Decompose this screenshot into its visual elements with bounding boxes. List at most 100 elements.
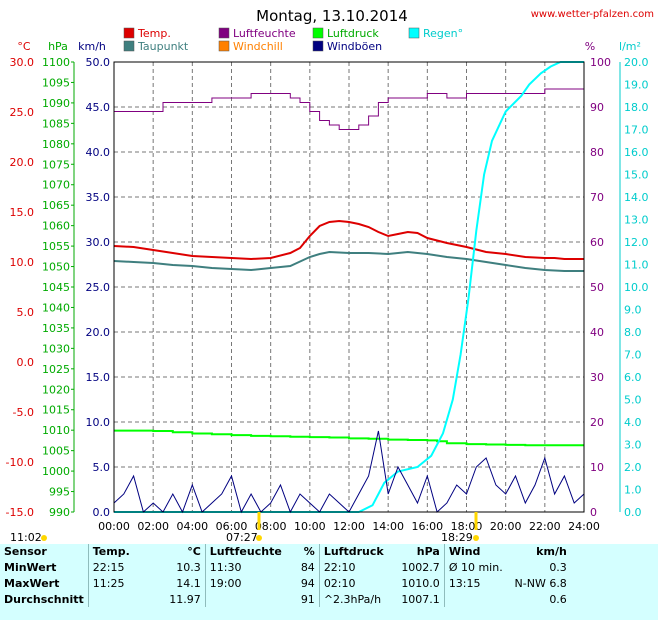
humidity-tick-label: 30	[590, 371, 604, 384]
x-tick-label: 14:00	[372, 520, 404, 533]
pressure-tick-label: 1055	[42, 240, 70, 253]
moon-marker-icon	[41, 535, 47, 541]
rain-tick-label: 13.0	[624, 214, 649, 227]
humidity-axis-unit: %	[585, 40, 595, 53]
x-tick-label: 20:00	[490, 520, 522, 533]
rain-tick-label: 17.0	[624, 124, 649, 137]
humidity-tick-label: 70	[590, 191, 604, 204]
rain-tick-label: 4.0	[624, 416, 642, 429]
stats-temp-value: 11.97	[169, 592, 201, 606]
stats-wind-value: 0.3	[549, 560, 567, 574]
stats-row-label: MaxWert	[4, 576, 60, 590]
temp-tick-label: 20.0	[10, 156, 35, 169]
sunset-time: 18:29	[441, 531, 473, 544]
pressure-tick-label: 990	[49, 506, 70, 519]
stats-header-wind: Wind	[443, 544, 508, 559]
rain-tick-label: 19.0	[624, 79, 649, 92]
stats-press-value: 1007.1	[401, 592, 440, 606]
stats-press-time: 22:10	[318, 559, 396, 575]
stats-header-press-unit: hPa	[416, 545, 440, 558]
rain-tick-label: 11.0	[624, 259, 649, 272]
legend-label: Regen°	[423, 27, 463, 40]
stats-temp-time: 22:15	[87, 559, 157, 575]
stats-hum-time: 19:00	[204, 575, 286, 591]
stats-header-press: Luftdruck	[318, 544, 396, 559]
pressure-tick-label: 1005	[42, 445, 70, 458]
wind-tick-label: 35.0	[86, 191, 111, 204]
chart-title: Montag, 13.10.2014	[256, 7, 408, 25]
stats-temp-value: 10.3	[176, 560, 201, 574]
series-line-regen	[114, 61, 584, 513]
stats-press-value: 1002.7	[401, 560, 440, 574]
stats-temp-value: 14.1	[176, 576, 201, 590]
temp-tick-label: -5.0	[13, 406, 34, 419]
wind-axis-unit: km/h	[78, 40, 106, 53]
x-tick-label: 22:00	[529, 520, 561, 533]
pressure-tick-label: 1080	[42, 138, 70, 151]
pressure-tick-label: 1030	[42, 342, 70, 355]
pressure-tick-label: 1025	[42, 363, 70, 376]
humidity-tick-label: 60	[590, 236, 604, 249]
stats-hum-value: 84	[300, 560, 315, 574]
pressure-tick-label: 1040	[42, 301, 70, 314]
series-line-luftfeuchte	[114, 88, 584, 130]
stats-press-time: ^2.3hPa/h	[318, 591, 396, 607]
stats-wind-time	[443, 591, 508, 607]
legend-swatch	[218, 27, 230, 39]
legend-swatch	[408, 27, 420, 39]
pressure-tick-label: 1060	[42, 220, 70, 233]
stats-temp-time	[87, 591, 157, 607]
pressure-tick-label: 1095	[42, 76, 70, 89]
temp-tick-label: 30.0	[10, 56, 35, 69]
stats-hum-value: 94	[300, 576, 315, 590]
pressure-tick-label: 1050	[42, 261, 70, 274]
humidity-tick-label: 50	[590, 281, 604, 294]
temp-tick-label: -15.0	[6, 506, 34, 519]
stats-row: MaxWert 11:25 14.1 19:00 94 02:10 1010.0…	[0, 575, 571, 591]
sunset-icon	[473, 535, 479, 541]
wind-tick-label: 25.0	[86, 281, 111, 294]
rain-tick-label: 14.0	[624, 191, 649, 204]
legend-swatch	[312, 27, 324, 39]
chart-grid	[114, 62, 584, 512]
stats-table: Sensor Temp. °C Luftfeuchte % Luftdruck …	[0, 544, 571, 607]
humidity-tick-label: 90	[590, 101, 604, 114]
legend-label: Luftdruck	[327, 27, 379, 40]
wind-tick-label: 5.0	[93, 461, 111, 474]
wind-tick-label: 15.0	[86, 371, 111, 384]
x-tick-label: 10:00	[294, 520, 326, 533]
series-line-taupunkt	[113, 250, 584, 272]
stats-header-temp-unit: °C	[187, 545, 201, 558]
rain-tick-label: 10.0	[624, 281, 649, 294]
pressure-tick-label: 1010	[42, 424, 70, 437]
x-tick-label: 04:00	[176, 520, 208, 533]
humidity-tick-label: 10	[590, 461, 604, 474]
stats-wind-value: 0.6	[549, 592, 567, 606]
rain-tick-label: 15.0	[624, 169, 649, 182]
wind-tick-label: 0.0	[93, 506, 111, 519]
rain-tick-label: 12.0	[624, 236, 649, 249]
stats-header-temp: Temp.	[87, 544, 157, 559]
x-tick-label: 08:00	[255, 520, 287, 533]
wind-tick-label: 50.0	[86, 56, 111, 69]
rain-axis-unit: l/m²	[619, 40, 641, 53]
humidity-tick-label: 80	[590, 146, 604, 159]
pressure-tick-label: 1035	[42, 322, 70, 335]
humidity-tick-label: 0	[590, 506, 597, 519]
rain-tick-label: 2.0	[624, 461, 642, 474]
legend-label: Taupunkt	[137, 40, 189, 53]
pressure-tick-label: 1075	[42, 158, 70, 171]
stats-row-label: MinWert	[4, 560, 57, 574]
wind-tick-label: 45.0	[86, 101, 111, 114]
rain-tick-label: 5.0	[624, 394, 642, 407]
temp-tick-label: 5.0	[17, 306, 35, 319]
site-url: www.wetter-pfalzen.com	[531, 9, 654, 20]
sunrise-time: 07:27	[226, 531, 258, 544]
temp-tick-label: 15.0	[10, 206, 35, 219]
x-tick-label: 00:00	[98, 520, 130, 533]
series-line-temp	[113, 219, 584, 261]
temp-tick-label: 25.0	[10, 106, 35, 119]
rain-tick-label: 6.0	[624, 371, 642, 384]
x-tick-label: 12:00	[333, 520, 365, 533]
temp-tick-label: 0.0	[17, 356, 35, 369]
